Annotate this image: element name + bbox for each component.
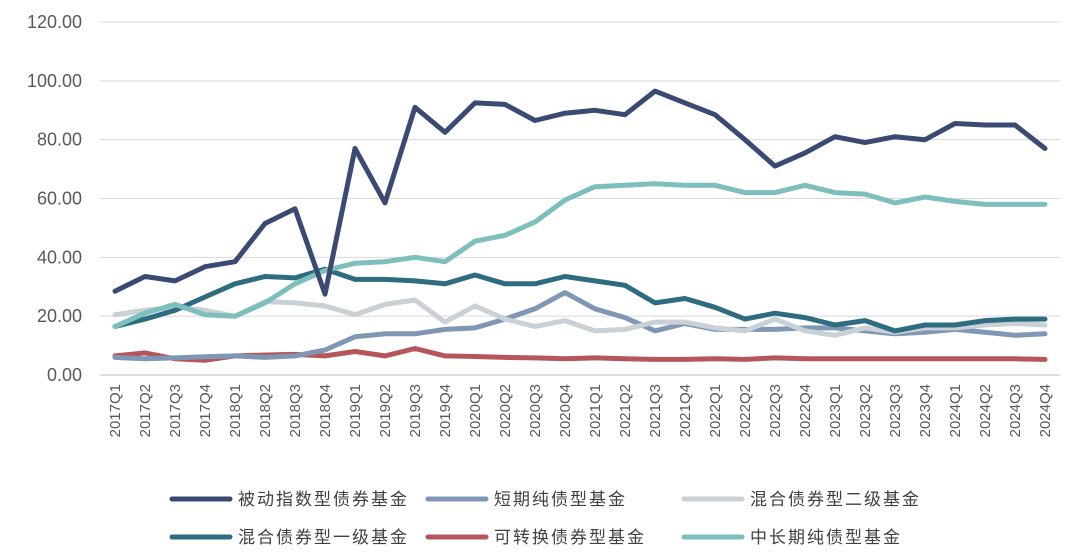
legend-label: 中长期纯债型基金 bbox=[750, 528, 902, 548]
x-tick-label: 2024Q2 bbox=[977, 384, 994, 437]
x-tick-label: 2022Q1 bbox=[707, 384, 724, 437]
x-tick-label: 2023Q2 bbox=[857, 384, 874, 437]
legend-label: 被动指数型债券基金 bbox=[238, 490, 409, 510]
x-tick-label: 2023Q1 bbox=[827, 384, 844, 437]
legend-label: 混合债券型二级基金 bbox=[750, 490, 921, 510]
y-tick-label: 60.00 bbox=[37, 189, 82, 209]
x-tick-label: 2019Q4 bbox=[437, 384, 454, 437]
x-tick-label: 2019Q3 bbox=[407, 384, 424, 437]
y-tick-label: 120.00 bbox=[27, 12, 82, 32]
x-tick-label: 2021Q3 bbox=[647, 384, 664, 437]
x-tick-label: 2021Q1 bbox=[587, 384, 604, 437]
x-tick-label: 2022Q3 bbox=[767, 384, 784, 437]
x-tick-label: 2017Q2 bbox=[137, 384, 154, 437]
y-tick-label: 40.00 bbox=[37, 247, 82, 267]
legend-label: 短期纯债型基金 bbox=[494, 490, 627, 510]
y-tick-label: 100.00 bbox=[27, 71, 82, 91]
x-tick-label: 2018Q4 bbox=[317, 384, 334, 437]
x-tick-label: 2020Q3 bbox=[527, 384, 544, 437]
x-tick-label: 2024Q4 bbox=[1037, 384, 1054, 437]
x-tick-label: 2020Q1 bbox=[467, 384, 484, 437]
grid-lines bbox=[100, 21, 1060, 376]
x-tick-label: 2024Q3 bbox=[1007, 384, 1024, 437]
x-tick-label: 2018Q2 bbox=[257, 384, 274, 437]
x-axis-ticks: 2017Q1 2017Q2 2017Q3 2017Q4 2018Q1 2018Q2 2018… bbox=[107, 384, 1054, 437]
series-line bbox=[112, 181, 1048, 329]
y-tick-label: 80.00 bbox=[37, 130, 82, 150]
x-tick-label: 2023Q4 bbox=[917, 384, 934, 437]
y-tick-label: 20.00 bbox=[37, 306, 82, 326]
x-tick-label: 2022Q4 bbox=[797, 384, 814, 437]
x-tick-label: 2020Q4 bbox=[557, 384, 574, 437]
x-tick-label: 2020Q2 bbox=[497, 384, 514, 437]
x-tick-label: 2019Q1 bbox=[347, 384, 364, 437]
x-tick-label: 2019Q2 bbox=[377, 384, 394, 437]
y-axis-ticks: 0.00 20.00 40.00 60.00 80.00 100.00 120.00 bbox=[27, 12, 82, 385]
series-line bbox=[112, 88, 1048, 297]
x-tick-label: 2022Q2 bbox=[737, 384, 754, 437]
series-lines bbox=[112, 88, 1048, 363]
legend-label: 混合债券型一级基金 bbox=[238, 528, 409, 548]
x-tick-label: 2017Q1 bbox=[107, 384, 124, 437]
x-tick-label: 2017Q3 bbox=[167, 384, 184, 437]
x-tick-label: 2023Q3 bbox=[887, 384, 904, 437]
x-tick-label: 2021Q4 bbox=[677, 384, 694, 437]
x-tick-label: 2018Q3 bbox=[287, 384, 304, 437]
series-line bbox=[112, 266, 1048, 334]
x-tick-label: 2017Q4 bbox=[197, 384, 214, 437]
y-tick-label: 0.00 bbox=[47, 365, 82, 385]
legend-label: 可转换债券型基金 bbox=[494, 528, 646, 548]
x-tick-label: 2024Q1 bbox=[947, 384, 964, 437]
x-tick-label: 2021Q2 bbox=[617, 384, 634, 437]
x-tick-label: 2018Q1 bbox=[227, 384, 244, 437]
